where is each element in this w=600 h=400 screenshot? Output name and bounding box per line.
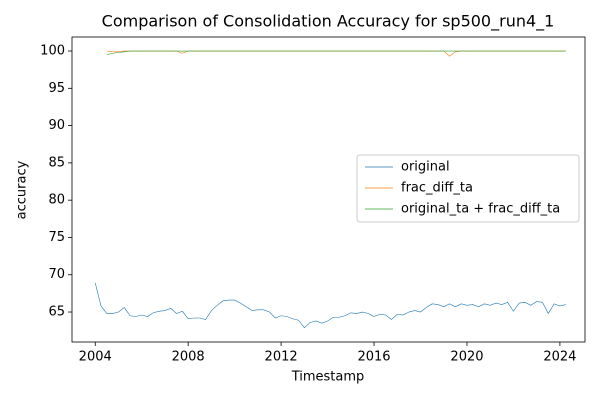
legend-box [356, 154, 580, 223]
y-tick-label: 95 [48, 81, 65, 96]
legend-label: original [401, 160, 450, 175]
x-axis-label: Timestamp [291, 370, 365, 385]
series-line [94, 282, 566, 329]
y-tick-label: 65 [48, 305, 65, 320]
series-line [106, 50, 566, 56]
legend-label: original_ta + frac_diff_ta [401, 202, 560, 217]
y-tick-label: 80 [48, 193, 65, 208]
x-tick-label: 2020 [450, 350, 483, 365]
y-tick-label: 70 [48, 267, 65, 282]
x-tick-label: 2016 [357, 350, 390, 365]
y-tick-label: 90 [48, 118, 65, 133]
y-axis-label: accuracy [15, 160, 30, 219]
y-tick-label: 100 [40, 44, 65, 59]
chart-title: Comparison of Consolidation Accuracy for… [102, 12, 555, 32]
plot-frame [71, 36, 586, 343]
y-tick-label: 85 [48, 155, 65, 170]
x-tick-label: 2012 [265, 350, 298, 365]
y-tick-label: 75 [48, 230, 65, 245]
x-tick-label: 2024 [543, 350, 576, 365]
legend-label: frac_diff_ta [401, 181, 473, 196]
x-tick-label: 2004 [79, 350, 112, 365]
x-tick-label: 2008 [172, 350, 205, 365]
